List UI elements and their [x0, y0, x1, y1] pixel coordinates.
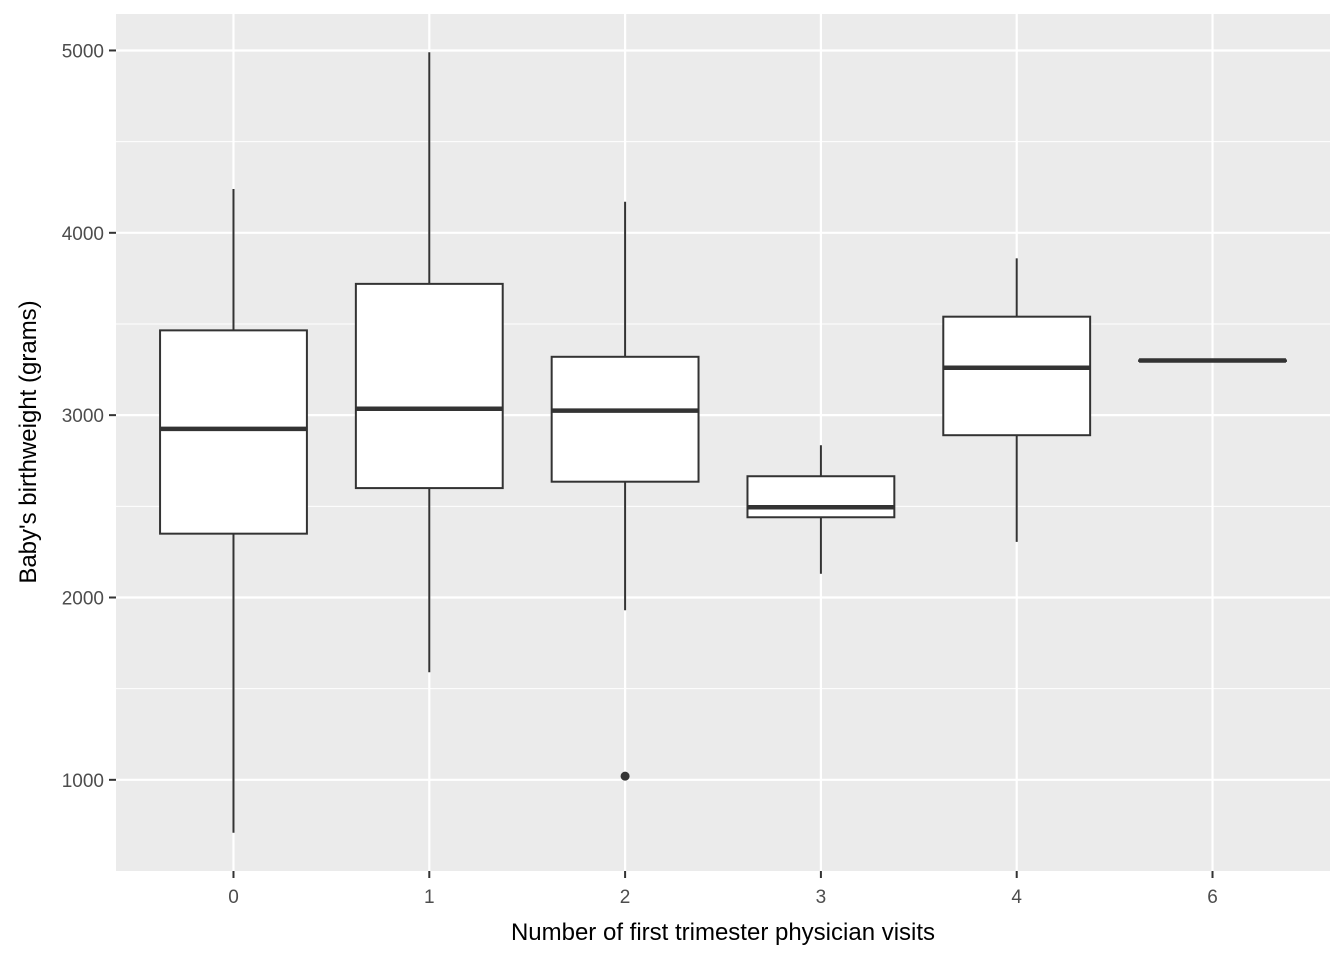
box-group-6: [1138, 358, 1287, 363]
box-iqr: [942, 315, 1092, 437]
axes: 1000 2000 3000 4000 5000 0 1 2 3 4 6: [62, 41, 1218, 908]
x-tick-label: 1: [424, 887, 435, 908]
y-tick-label: 1000: [62, 771, 104, 792]
box-iqr: [550, 355, 700, 483]
box-group-1: [354, 52, 504, 673]
y-tick-label: 5000: [62, 41, 104, 62]
plot-panel: [116, 14, 1330, 871]
x-tick-label: 0: [228, 887, 239, 908]
y-tick-label: 2000: [62, 588, 104, 609]
x-tick-label: 2: [620, 887, 631, 908]
box-iqr: [354, 282, 504, 490]
box-iqr: [746, 475, 896, 519]
y-tick-label: 4000: [62, 224, 104, 245]
x-tick-label: 4: [1011, 887, 1022, 908]
boxes: [159, 52, 1287, 833]
box-group-3: [746, 445, 896, 574]
box-group-4: [942, 258, 1092, 542]
box-iqr: [159, 329, 308, 535]
y-tick-label: 3000: [62, 406, 104, 427]
box-group-0: [159, 189, 308, 833]
x-axis-title: Number of first trimester physician visi…: [511, 919, 935, 946]
outlier-point: [620, 771, 630, 781]
y-axis-title: Baby's birthweight (grams): [15, 300, 42, 583]
box-group-2: [550, 201, 700, 781]
x-tick-label: 6: [1207, 887, 1218, 908]
x-tick-label: 3: [816, 887, 827, 908]
